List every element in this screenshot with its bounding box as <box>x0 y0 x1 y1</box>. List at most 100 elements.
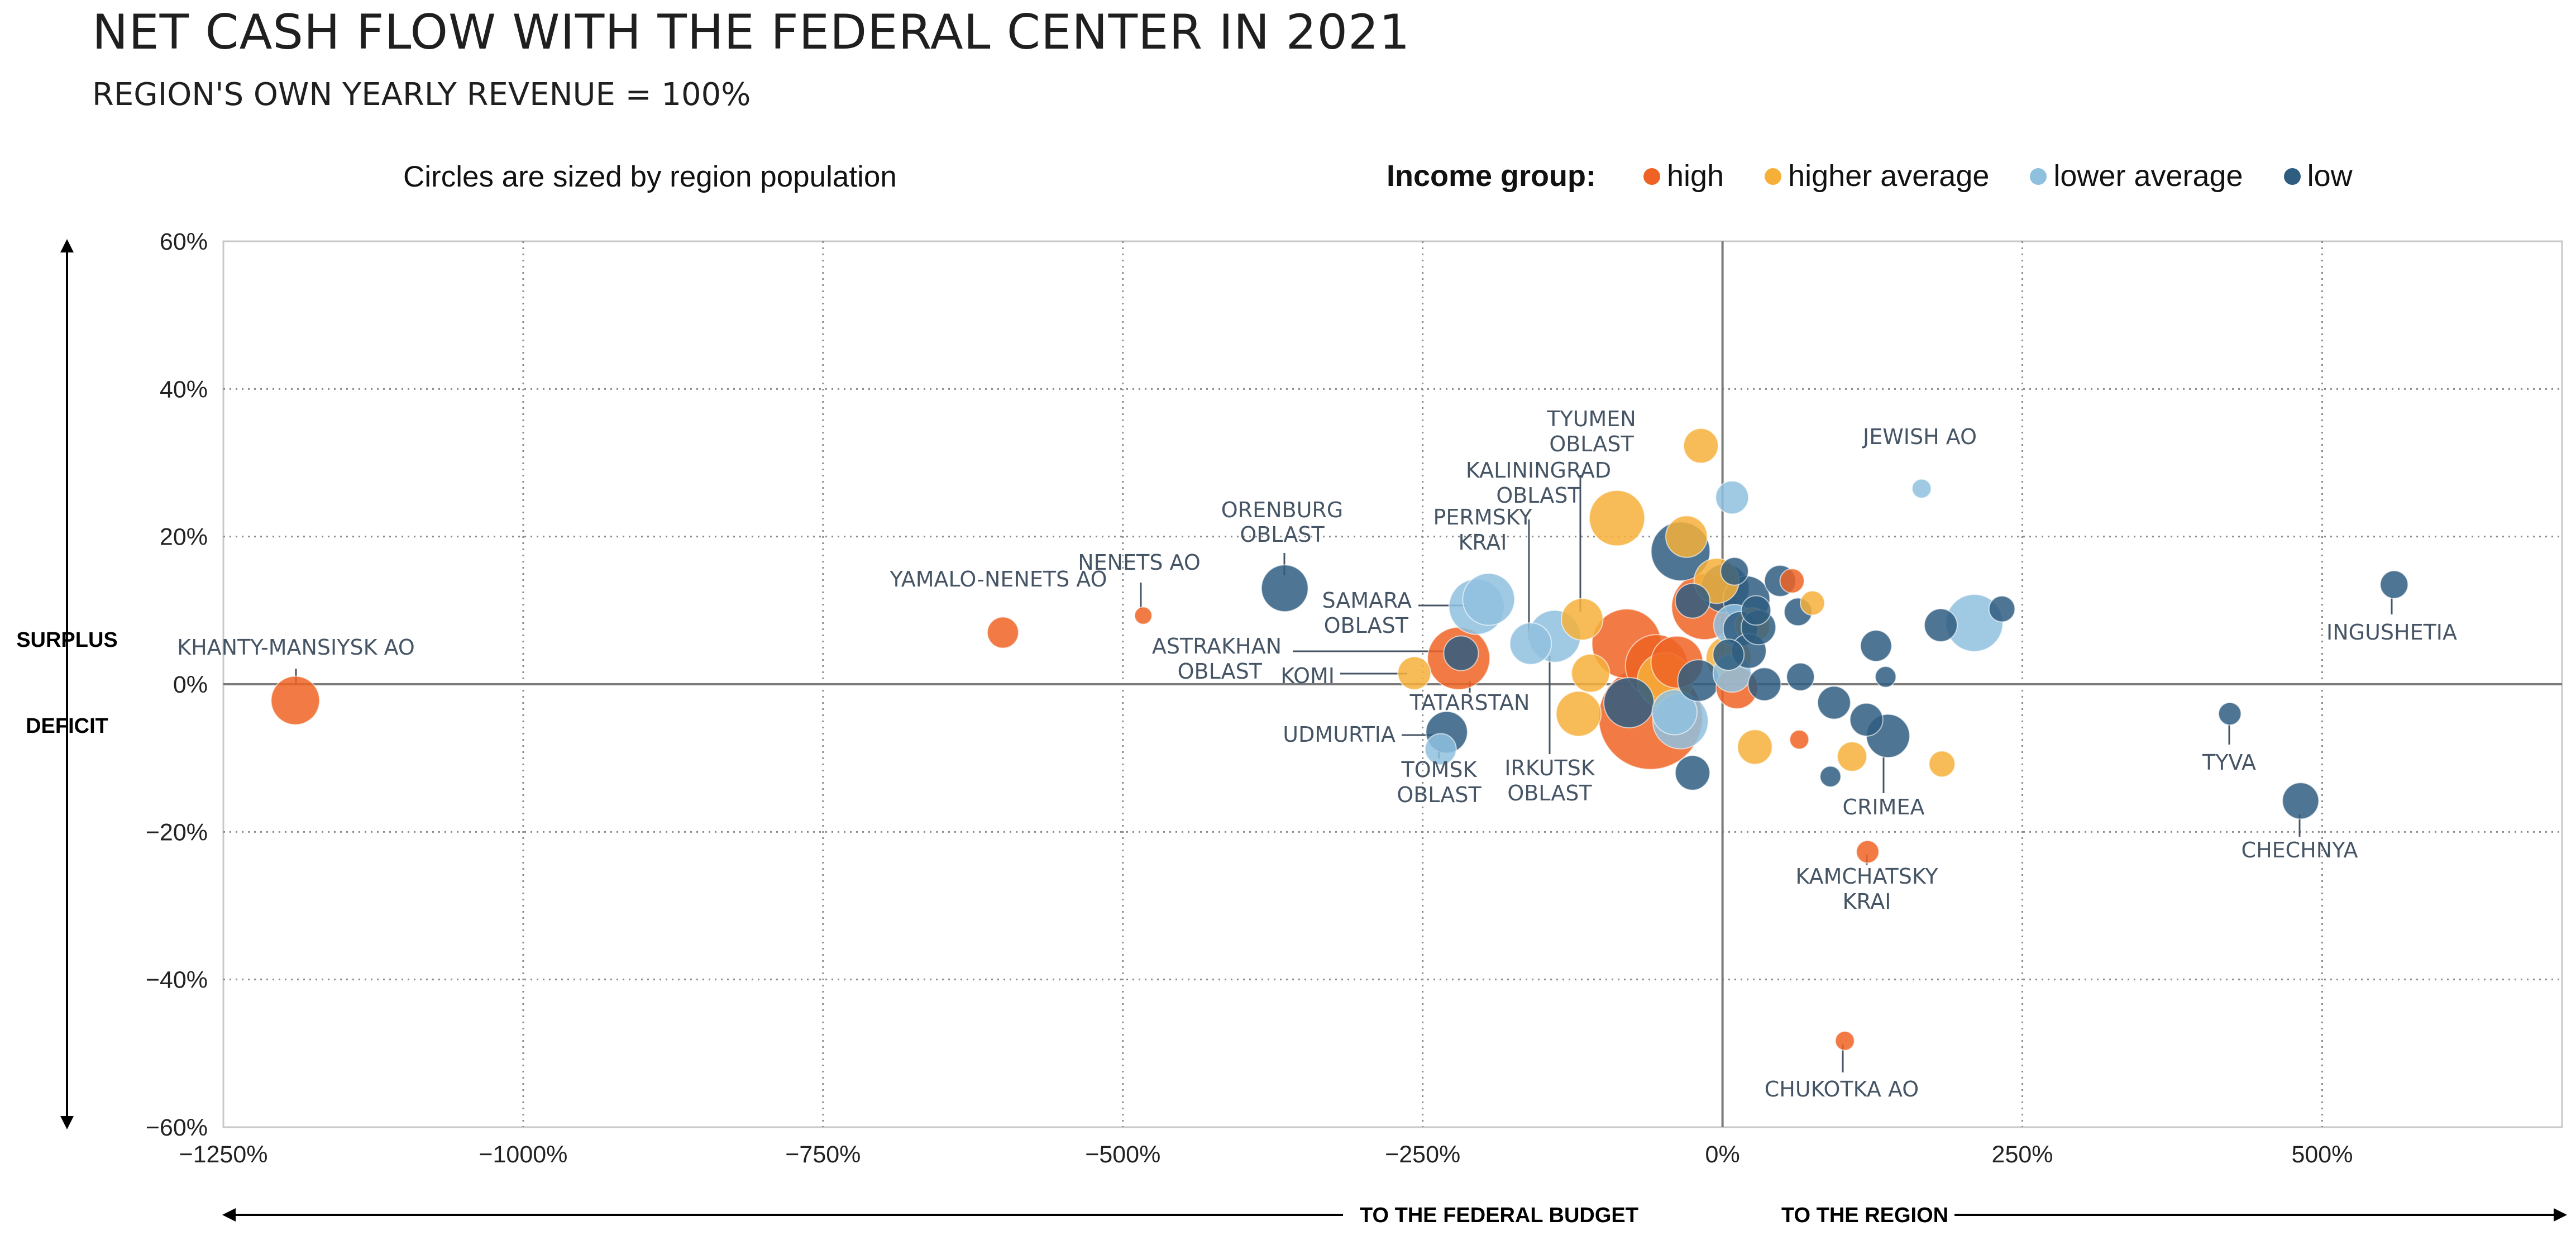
x-tick-label: 250% <box>1992 1141 2053 1168</box>
legend-dot-lower-average <box>2030 168 2047 185</box>
point-jewish-ao[interactable] <box>1911 478 1932 499</box>
point-region[interactable] <box>1677 659 1720 702</box>
point-kamchatsky-krai[interactable] <box>1856 840 1880 864</box>
legend-label-high: high <box>1667 159 1724 193</box>
x-tick-label: −1250% <box>179 1141 267 1168</box>
label-ingushetia: INGUSHETIA <box>2326 620 2457 645</box>
data-points <box>270 428 2409 1051</box>
point-region[interactable] <box>1819 765 1842 788</box>
label-tomsk-oblast: TOMSK OBLAST <box>1397 757 1481 807</box>
point-kaliningrad-oblast[interactable] <box>1561 598 1604 641</box>
point-region[interactable] <box>1837 741 1867 772</box>
label-samara-oblast: SAMARA OBLAST <box>1322 588 1412 638</box>
point-region[interactable] <box>1924 608 1958 642</box>
point-komi[interactable] <box>1397 656 1432 690</box>
point-region[interactable] <box>1786 662 1815 691</box>
point-region[interactable] <box>1860 629 1892 662</box>
point-region[interactable] <box>1849 702 1884 737</box>
y-tick-label: −40% <box>146 967 208 994</box>
x-tick-label: −250% <box>1385 1141 1460 1168</box>
label-jewish-ao: JEWISH AO <box>1862 425 1977 449</box>
point-region[interactable] <box>1589 490 1646 547</box>
label-astrakhan-oblast: ASTRAKHAN OBLAST <box>1152 634 1282 684</box>
point-tomsk-oblast[interactable] <box>1425 733 1457 766</box>
label-khanty-mansiysk-ao: KHANTY-MANSIYSK AO <box>177 635 415 660</box>
point-region[interactable] <box>1665 515 1708 558</box>
legend-title: Income group: <box>1387 159 1596 193</box>
label-nenets-ao: NENETS AO <box>1078 550 1201 575</box>
legend-item-lower-average[interactable]: lower average <box>2030 159 2243 193</box>
point-yamalo-nenets-ao[interactable] <box>987 616 1019 649</box>
point-region[interactable] <box>1712 638 1745 671</box>
point-region[interactable] <box>1747 667 1782 702</box>
x-tick-label: 0% <box>1705 1141 1740 1168</box>
y-tick-label: 40% <box>160 376 208 403</box>
legend-dot-high <box>1643 168 1661 185</box>
size-note: Circles are sized by region population <box>403 160 897 193</box>
x-tick-label: −500% <box>1085 1141 1160 1168</box>
x-tick-label: −1000% <box>479 1141 567 1168</box>
label-chechnya: CHECHNYA <box>2242 838 2358 862</box>
x-tick-label: 500% <box>2291 1141 2353 1168</box>
label-permsky-krai: PERMSKY KRAI <box>1433 505 1532 555</box>
label-tatarstan: TATARSTAN <box>1409 690 1530 715</box>
y-tick-label: −20% <box>146 819 208 846</box>
to-federal-label: TO THE FEDERAL BUDGET <box>1360 1204 1638 1227</box>
label-kaliningrad-oblast: KALININGRAD OBLAST <box>1466 458 1611 508</box>
point-chukotka-ao[interactable] <box>1834 1031 1855 1051</box>
point-region[interactable] <box>1674 583 1710 619</box>
point-region[interactable] <box>1571 654 1610 693</box>
point-region[interactable] <box>1462 573 1516 626</box>
label-tyumen-oblast: TYUMEN OBLAST <box>1546 407 1636 456</box>
x-tick-label: −750% <box>785 1141 861 1168</box>
point-region[interactable] <box>1555 690 1602 737</box>
point-region[interactable] <box>1720 556 1749 586</box>
y-tick-label: −60% <box>146 1114 208 1141</box>
point-region[interactable] <box>1737 729 1773 765</box>
point-region[interactable] <box>1789 729 1810 750</box>
label-irkutsk-oblast: IRKUTSK OBLAST <box>1504 756 1595 805</box>
legend-label-low: low <box>2307 159 2353 193</box>
to-region-label: TO THE REGION <box>1781 1204 1948 1227</box>
point-region[interactable] <box>1779 568 1805 594</box>
chart-subtitle: REGION'S OWN YEARLY REVENUE = 100% <box>92 77 751 113</box>
annotation-leaders <box>295 475 2393 1072</box>
point-permsky-krai[interactable] <box>1509 622 1552 665</box>
legend-item-high[interactable]: high <box>1643 159 1724 193</box>
legend-dot-low <box>2283 168 2301 185</box>
point-region[interactable] <box>1741 595 1772 626</box>
point-khanty-mansiysk-ao[interactable] <box>270 675 321 726</box>
point-region[interactable] <box>1799 590 1825 616</box>
label-chukotka-ao: CHUKOTKA AO <box>1765 1077 1919 1101</box>
point-region[interactable] <box>1875 666 1897 688</box>
label-orenburg-oblast: ORENBURG OBLAST <box>1221 498 1343 547</box>
point-region[interactable] <box>1651 689 1698 736</box>
legend-dot-higher-average <box>1765 168 1782 185</box>
point-region[interactable] <box>1928 750 1956 778</box>
point-region[interactable] <box>1603 677 1655 728</box>
point-nenets-ao[interactable] <box>1134 606 1153 625</box>
point-region[interactable] <box>1715 480 1750 515</box>
point-region[interactable] <box>1817 685 1851 720</box>
legend-item-low[interactable]: low <box>2283 159 2353 193</box>
point-orenburg-oblast[interactable] <box>1260 564 1309 613</box>
label-tyva: TYVA <box>2202 750 2256 775</box>
legend-item-higher-average[interactable]: higher average <box>1765 159 1989 193</box>
point-tyumen-oblast[interactable] <box>1683 428 1719 464</box>
y-tick-label: 60% <box>160 228 208 255</box>
point-region[interactable] <box>1674 755 1710 791</box>
point-chechnya[interactable] <box>2282 782 2320 820</box>
label-crimea: CRIMEA <box>1843 795 1925 819</box>
label-komi: KOMI <box>1280 664 1335 688</box>
axes: −1250% −1000% −750% −500% −250% 0% 250% 500% 60%… <box>146 228 2562 1168</box>
legend-label-lower-average: lower average <box>2053 159 2243 193</box>
point-astrakhan-oblast[interactable] <box>1443 635 1479 671</box>
point-tyva[interactable] <box>2217 702 2242 726</box>
legend: Income group: high higher average lower … <box>1387 159 2385 193</box>
surplus-label: SURPLUS <box>16 628 118 652</box>
y-tick-label: 20% <box>160 524 208 551</box>
point-ingushetia[interactable] <box>2379 570 2409 599</box>
point-region[interactable] <box>1988 595 2016 623</box>
y-tick-label: 0% <box>173 671 208 698</box>
